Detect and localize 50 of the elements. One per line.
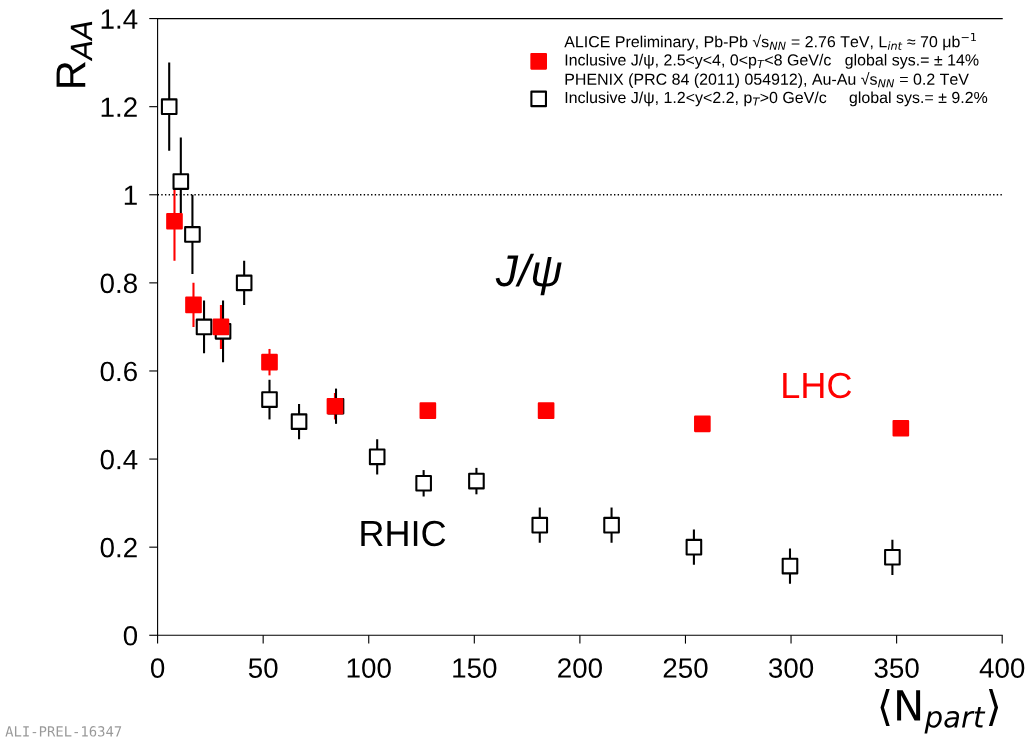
point [892,419,910,437]
text: ALI-PREL-16347 [5,726,122,737]
x-tick-label: 350 [874,658,919,678]
point [694,415,711,433]
point [212,318,230,336]
x-tick-label: 200 [558,658,602,678]
x-tick-label: 0 [150,658,165,678]
point [185,296,202,314]
y-tick-label: 0.8 [100,273,137,294]
y-axis-title: R$_{AA}$ [56,21,93,87]
point [195,318,213,336]
point [531,516,549,534]
point [537,402,555,419]
x-tick-label: 50 [248,658,278,678]
point [415,474,432,492]
point [468,472,485,490]
x-tick-label: 300 [768,658,814,678]
annotation: RHIC [361,520,446,547]
annotation: LHC [783,372,852,399]
point [166,212,183,230]
legend-label: Inclusive J/ψ, 2.5<y<4, 0<p$_{T}$<8 GeV/c global sys.= ± 14% [565,53,979,69]
point [261,391,278,408]
annotation: J/ψ [495,253,562,296]
point [172,173,190,190]
y-tick-label: 1.4 [101,9,138,29]
point [160,98,178,115]
point [781,557,799,575]
annotation: PHENIX (PRC 84 (2011) 054912), Au-Au √s$_{NN}$ = 0.2 TeV [565,72,969,89]
y-tick-label: 0.2 [100,537,137,558]
y-tick-label: 0.4 [100,449,138,470]
point [261,353,278,371]
y-tick-label: 0.6 [100,361,137,382]
point [419,402,437,419]
point [368,448,386,466]
x-axis-title: ⟨N$_{part}$⟩ [880,688,999,734]
y-tick-label: 0 [123,625,138,646]
y-tick-label: 1 [124,185,137,205]
point [884,548,901,566]
point [235,274,253,292]
point [603,516,620,534]
y-tick-label: 1.2 [101,97,137,117]
x-tick-label: 250 [663,658,708,678]
point [184,226,201,243]
point [685,538,703,556]
legend-label: Inclusive J/ψ, 1.2<y<2.2, p$_{T}$>0 GeV/c global sys.= ± 9.2% [565,91,988,107]
annotation: ALICE Preliminary, Pb-Pb √s$_{NN}$ = 2.76 TeV, L$_{int}$ ≈ 70 μb$^{−1}$ [564,32,976,51]
x-tick-label: 150 [453,658,497,678]
x-tick-label: 100 [347,658,391,678]
point [290,413,308,430]
x-tick-label: 400 [979,658,1025,678]
